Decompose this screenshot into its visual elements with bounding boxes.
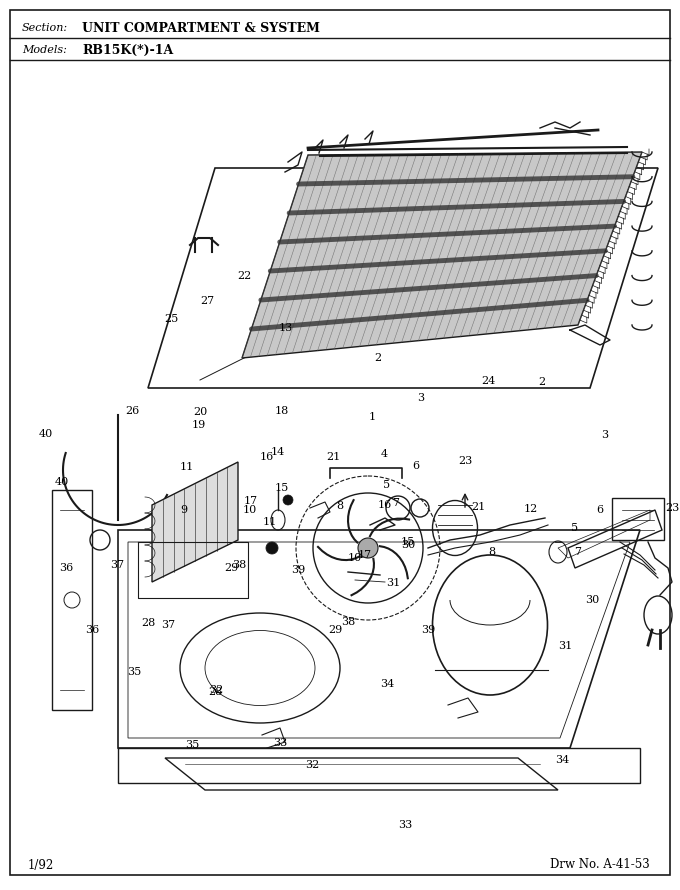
Circle shape [266, 542, 278, 554]
Text: Section:: Section: [22, 23, 68, 33]
Text: 17: 17 [358, 550, 372, 560]
Polygon shape [242, 152, 642, 358]
Text: 24: 24 [481, 376, 495, 386]
Text: 30: 30 [585, 595, 599, 605]
Text: 16: 16 [378, 500, 392, 510]
Text: 33: 33 [398, 820, 412, 830]
Text: 28: 28 [208, 687, 222, 697]
Text: 25: 25 [165, 313, 178, 324]
Text: 20: 20 [194, 407, 207, 417]
Text: 35: 35 [185, 740, 199, 750]
Text: 34: 34 [555, 755, 569, 765]
Text: Models:: Models: [22, 45, 67, 55]
Circle shape [283, 495, 293, 505]
Text: 6: 6 [413, 461, 420, 472]
Text: 40: 40 [55, 477, 69, 487]
Text: 38: 38 [341, 617, 355, 627]
Text: 1: 1 [369, 411, 376, 422]
Text: 2: 2 [539, 377, 545, 387]
Text: 17: 17 [243, 496, 257, 506]
Text: 10: 10 [348, 553, 362, 563]
Text: 32: 32 [305, 760, 319, 770]
Text: 34: 34 [381, 678, 394, 689]
Text: 8: 8 [488, 547, 496, 557]
Text: 22: 22 [238, 271, 252, 281]
Text: 16: 16 [260, 451, 274, 462]
Text: 15: 15 [275, 482, 289, 493]
Text: UNIT COMPARTMENT & SYSTEM: UNIT COMPARTMENT & SYSTEM [82, 21, 320, 35]
Text: 7: 7 [392, 498, 399, 508]
Text: 27: 27 [201, 295, 214, 306]
Text: 30: 30 [401, 539, 415, 550]
Text: 37: 37 [110, 560, 124, 570]
Bar [612, 498, 664, 540]
Text: 39: 39 [421, 625, 435, 635]
Text: 5: 5 [571, 523, 579, 533]
Text: 19: 19 [192, 419, 205, 430]
Text: 38: 38 [233, 560, 246, 570]
Text: 29: 29 [328, 625, 342, 635]
Text: 36: 36 [60, 562, 73, 573]
Text: 29: 29 [224, 562, 238, 573]
Text: 8: 8 [337, 500, 343, 511]
Text: 28: 28 [141, 618, 155, 628]
Text: 3: 3 [417, 392, 424, 403]
Circle shape [358, 538, 378, 558]
Text: 9: 9 [180, 505, 187, 515]
Bar [52, 490, 92, 710]
Text: 12: 12 [524, 504, 537, 514]
Text: 5: 5 [383, 480, 390, 490]
Text: 4: 4 [381, 449, 388, 459]
Text: 7: 7 [575, 547, 581, 557]
Text: 21: 21 [471, 502, 485, 512]
Text: 11: 11 [180, 462, 194, 473]
Text: 11: 11 [263, 517, 277, 527]
Text: 23: 23 [459, 456, 473, 466]
Text: 15: 15 [401, 537, 415, 547]
Text: 23: 23 [665, 503, 679, 513]
Text: 1/92: 1/92 [28, 859, 54, 871]
Text: 31: 31 [558, 641, 572, 651]
Text: 2: 2 [374, 352, 381, 363]
Text: 18: 18 [275, 406, 289, 417]
Text: 39: 39 [291, 564, 305, 575]
Text: RB15K(*)-1A: RB15K(*)-1A [82, 44, 173, 56]
Text: 32: 32 [209, 684, 223, 695]
Text: 10: 10 [243, 505, 257, 515]
Text: 6: 6 [596, 505, 604, 515]
Text: 14: 14 [271, 447, 284, 457]
Text: 40: 40 [39, 429, 53, 440]
Text: Drw No. A-41-53: Drw No. A-41-53 [550, 859, 650, 871]
Text: 3: 3 [601, 430, 609, 440]
Polygon shape [152, 462, 238, 582]
Text: 35: 35 [128, 667, 141, 677]
Text: 13: 13 [279, 322, 292, 333]
Text: 33: 33 [273, 738, 287, 748]
Bar [118, 748, 640, 783]
Text: 26: 26 [126, 406, 139, 417]
Text: 37: 37 [161, 620, 175, 630]
Text: 21: 21 [326, 451, 340, 462]
Text: 31: 31 [386, 578, 400, 588]
Text: 36: 36 [85, 625, 99, 635]
